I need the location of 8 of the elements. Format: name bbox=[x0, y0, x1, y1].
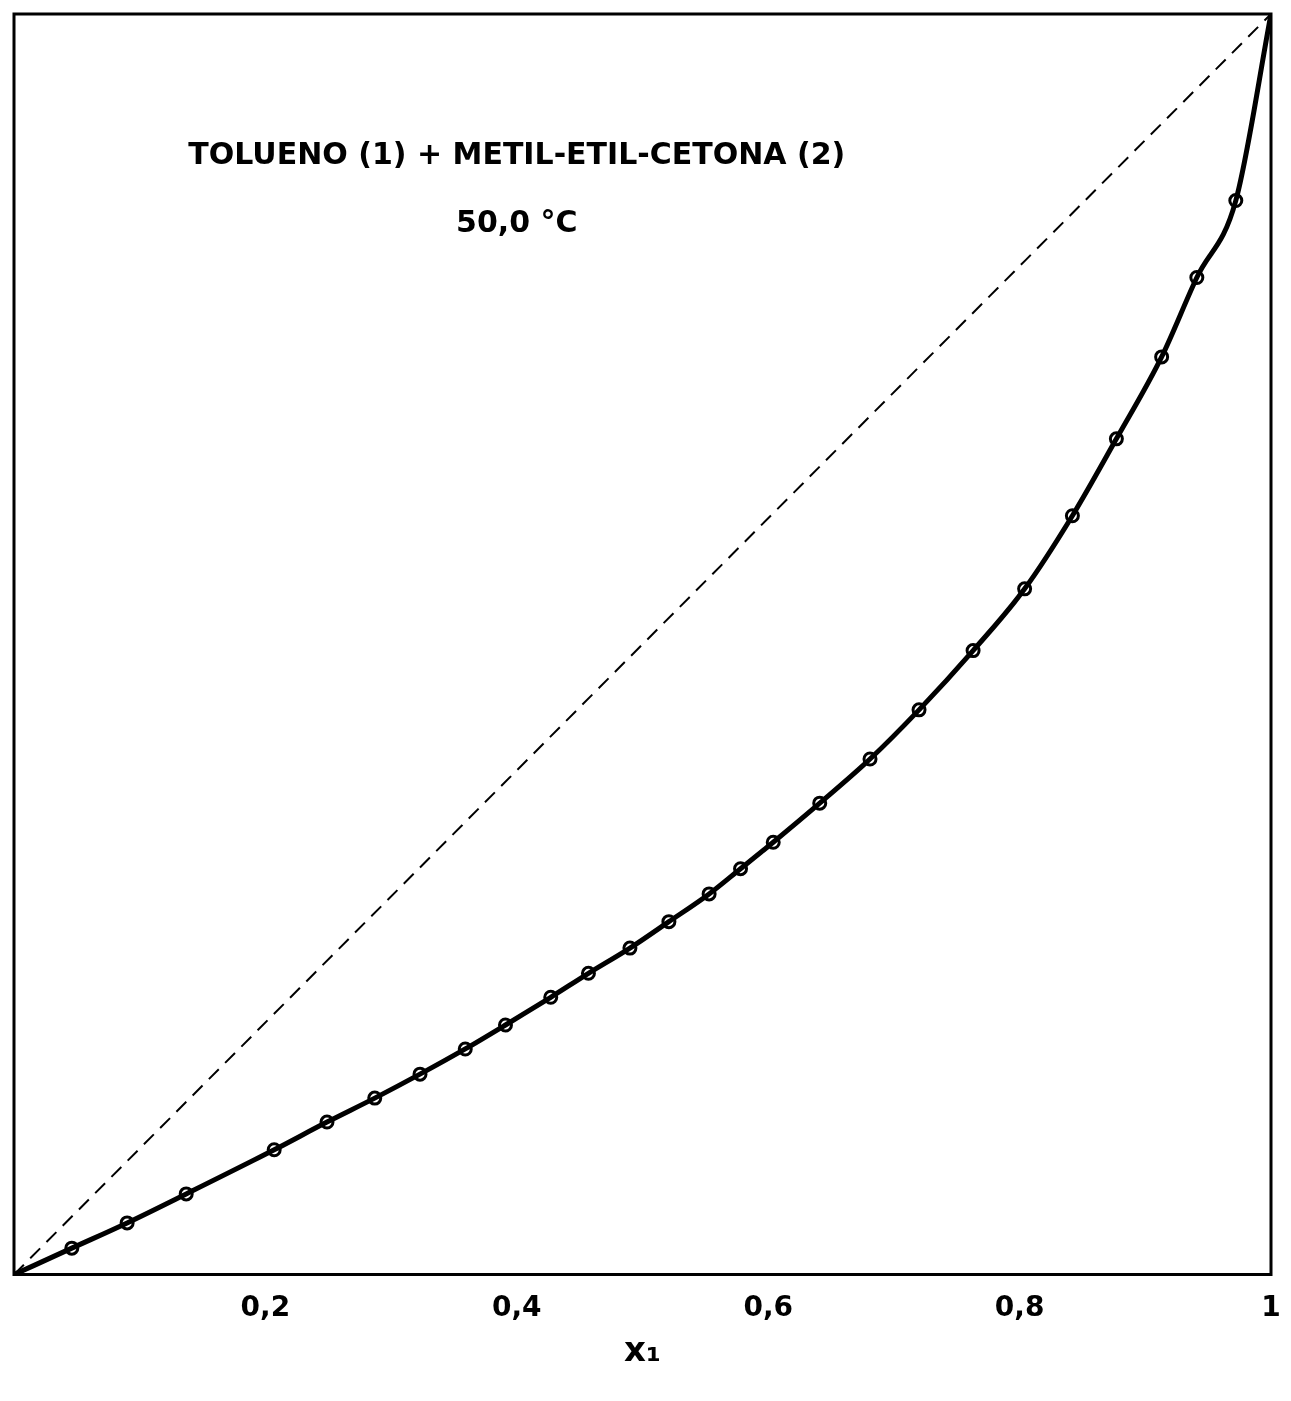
x-tick-label: 0,4 bbox=[492, 1289, 542, 1323]
x-axis-title: x₁ bbox=[624, 1329, 661, 1370]
x-tick-label: 0,8 bbox=[994, 1289, 1045, 1323]
x-tick-label: 1 bbox=[1261, 1289, 1281, 1323]
x-tick-label: 0,6 bbox=[743, 1289, 793, 1323]
annotation: TOLUENO (1) + METIL-ETIL-CETONA (2) bbox=[188, 136, 846, 171]
annotation: 50,0 °C bbox=[456, 204, 578, 239]
x-tick-label: 0,2 bbox=[240, 1289, 291, 1323]
